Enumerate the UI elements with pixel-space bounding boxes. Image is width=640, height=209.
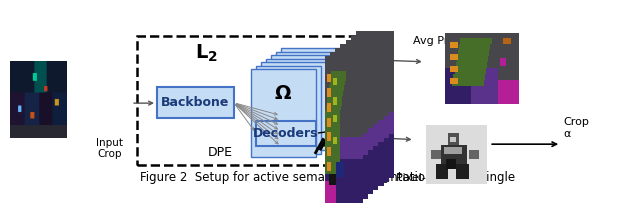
FancyBboxPatch shape (266, 59, 330, 147)
FancyBboxPatch shape (261, 62, 326, 150)
Text: $\mathbf{\Sigma}$: $\mathbf{\Sigma}$ (466, 132, 479, 150)
FancyBboxPatch shape (281, 48, 346, 136)
Text: $\mathbf{\Omega}$: $\mathbf{\Omega}$ (275, 84, 292, 103)
Text: Crop
α: Crop α (564, 117, 589, 139)
FancyBboxPatch shape (256, 66, 321, 153)
Text: Backbone: Backbone (161, 96, 230, 109)
Text: Decoders: Decoders (253, 127, 319, 140)
FancyBboxPatch shape (276, 52, 340, 139)
FancyBboxPatch shape (256, 121, 316, 146)
Text: DPE: DPE (207, 146, 232, 159)
FancyBboxPatch shape (251, 69, 316, 157)
Text: Avg Prediction: Avg Prediction (413, 36, 493, 46)
FancyBboxPatch shape (271, 55, 335, 143)
Text: Input
Crop: Input Crop (96, 138, 123, 159)
Text: Pixel-wise α: Pixel-wise α (396, 173, 461, 183)
Text: $\mathbf{L_2}$: $\mathbf{L_2}$ (195, 43, 218, 64)
Text: Predictions: Predictions (328, 175, 389, 185)
Text: Figure 2  Setup for active semantic segmentation, with a single: Figure 2 Setup for active semantic segme… (140, 171, 516, 184)
FancyBboxPatch shape (157, 87, 234, 119)
